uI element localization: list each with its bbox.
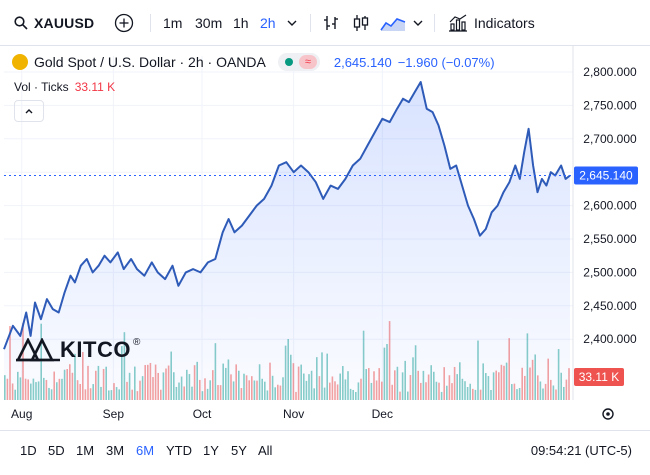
chevron-up-icon: [25, 109, 33, 114]
x-tick-label: Aug: [11, 407, 32, 421]
bar-style-button[interactable]: [322, 10, 340, 36]
toolbar-divider: [434, 14, 435, 32]
range-5y[interactable]: 5Y: [231, 443, 247, 458]
candles-icon: [353, 15, 369, 31]
add-symbol-button[interactable]: [108, 10, 140, 36]
volume-legend-label: Vol · Ticks: [14, 80, 69, 94]
chevron-down-icon: [413, 20, 423, 26]
market-status-pill[interactable]: ≈: [277, 53, 320, 71]
search-icon: [14, 16, 28, 30]
range-1m[interactable]: 1M: [76, 443, 95, 458]
gold-symbol-icon: [12, 54, 28, 70]
interval-1m[interactable]: 1m: [163, 15, 183, 31]
symbol-label: XAUUSD: [34, 15, 95, 31]
range-bar: 1D 5D 1M 3M 6M YTD 1Y 5Y All 09:54:21 (U…: [0, 430, 650, 475]
plus-circle-icon: [114, 13, 134, 33]
top-toolbar: XAUUSD 1m 30m 1h 2h Indicators: [0, 0, 650, 46]
clock-timezone[interactable]: 09:54:21 (UTC-5): [530, 443, 632, 458]
range-1y[interactable]: 1Y: [203, 443, 219, 458]
kitco-logo: KITCO ®: [16, 337, 141, 363]
price-axis: 2,800.0002,750.0002,700.0002,650.0002,60…: [583, 65, 637, 346]
x-tick-label: Dec: [372, 407, 393, 421]
volume-legend-value: 33.11 K: [74, 80, 116, 94]
volume-legend: Vol · Ticks 33.11 K: [14, 80, 115, 94]
interval-30m[interactable]: 30m: [195, 15, 223, 31]
market-open-icon: [284, 58, 293, 66]
toolbar-divider: [310, 14, 311, 32]
logo-text: KITCO: [60, 337, 131, 362]
x-tick-label: Oct: [193, 407, 212, 421]
indicators-label: Indicators: [474, 15, 535, 31]
indicators-button[interactable]: Indicators: [448, 10, 535, 36]
interval-2h[interactable]: 2h: [260, 15, 276, 31]
y-tick-label: 2,450.000: [583, 299, 637, 313]
legend-change: −1.960 (−0.07%): [397, 54, 495, 70]
range-6m[interactable]: 6M: [136, 443, 155, 458]
chart-legend: Gold Spot / U.S. Dollar · 2h · OANDA ≈ 2…: [12, 53, 495, 71]
time-axis: Aug Sep Oct Nov Dec: [11, 407, 393, 421]
chart-title: Gold Spot / U.S. Dollar · 2h · OANDA: [34, 54, 266, 70]
y-tick-label: 2,500.000: [583, 265, 637, 279]
range-3m[interactable]: 3M: [106, 443, 125, 458]
y-tick-label: 2,750.000: [583, 98, 637, 112]
legend-price: 2,645.140: [333, 54, 392, 70]
price-area-fill: [4, 82, 570, 400]
range-1d[interactable]: 1D: [20, 443, 37, 458]
symbol-search[interactable]: XAUUSD: [14, 10, 94, 36]
kitco-mark-icon: [16, 338, 60, 362]
gear-icon: [602, 408, 614, 420]
range-ytd[interactable]: YTD: [166, 443, 192, 458]
last-price-label: 2,645.140: [579, 168, 633, 182]
area-style-button[interactable]: [380, 10, 406, 36]
volume-tag: 33.11 K: [574, 368, 624, 386]
chevron-down-icon: [287, 20, 297, 26]
area-chart-icon: [380, 18, 406, 31]
y-tick-label: 2,550.000: [583, 232, 637, 246]
settings-button[interactable]: [602, 408, 614, 420]
interval-dropdown[interactable]: [286, 10, 298, 36]
chart-style-dropdown[interactable]: [412, 10, 424, 36]
volume-tag-label: 33.11 K: [579, 370, 619, 384]
y-tick-label: 2,600.000: [583, 199, 637, 213]
y-tick-label: 2,700.000: [583, 132, 637, 146]
registered-mark: ®: [132, 337, 141, 348]
indicators-icon: [449, 14, 467, 32]
price-chart[interactable]: 2,800.0002,750.0002,700.0002,650.0002,60…: [0, 0, 650, 430]
y-tick-label: 2,800.000: [583, 65, 637, 79]
range-all[interactable]: All: [258, 443, 273, 458]
toolbar-divider: [150, 14, 151, 32]
y-tick-label: 2,400.000: [583, 332, 637, 346]
last-price-tag: 2,645.140: [574, 166, 638, 185]
x-tick-label: Nov: [283, 407, 304, 421]
wave-icon: ≈: [298, 55, 317, 69]
interval-1h[interactable]: 1h: [233, 15, 249, 31]
range-5d[interactable]: 5D: [48, 443, 65, 458]
price-series-line: [3, 81, 571, 350]
collapse-legend-button[interactable]: [14, 100, 44, 122]
candles-style-button[interactable]: [352, 10, 370, 36]
x-tick-label: Sep: [103, 407, 125, 421]
bars-icon: [324, 16, 338, 30]
